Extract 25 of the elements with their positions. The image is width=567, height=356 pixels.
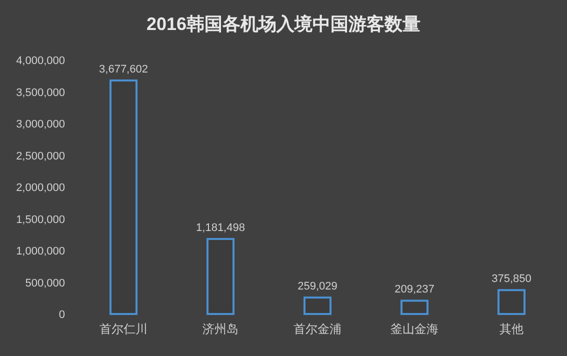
y-tick-label: 1,500,000	[16, 214, 65, 226]
bar	[110, 79, 138, 315]
data-label: 3,677,602	[99, 63, 148, 76]
y-tick-label: 2,500,000	[16, 150, 65, 162]
y-tick-label: 0	[58, 309, 65, 321]
y-tick-label: 3,500,000	[16, 86, 65, 99]
x-tick-label: 其他	[500, 322, 524, 336]
chart-title: 2016韩国各机场入境中国游客数量	[146, 14, 421, 34]
y-tick-label: 2,000,000	[16, 182, 65, 194]
bar	[400, 300, 428, 315]
data-label: 1,181,498	[196, 222, 245, 234]
data-label: 259,029	[298, 280, 338, 293]
y-tick-label: 3,000,000	[16, 118, 65, 130]
y-tick-label: 500,000	[25, 277, 65, 290]
y-tick-label: 1,000,000	[16, 246, 65, 258]
bar	[498, 289, 526, 315]
x-tick-label: 釜山金海	[390, 322, 438, 336]
bar	[206, 238, 234, 315]
y-tick-label: 4,000,000	[16, 55, 65, 67]
data-label: 375,850	[492, 273, 532, 286]
x-tick-label: 首尔金浦	[294, 322, 342, 336]
x-tick-label: 首尔仁川	[100, 322, 148, 336]
data-label: 209,237	[394, 284, 434, 296]
x-tick-label: 济州岛	[202, 322, 238, 336]
bar	[304, 296, 332, 315]
